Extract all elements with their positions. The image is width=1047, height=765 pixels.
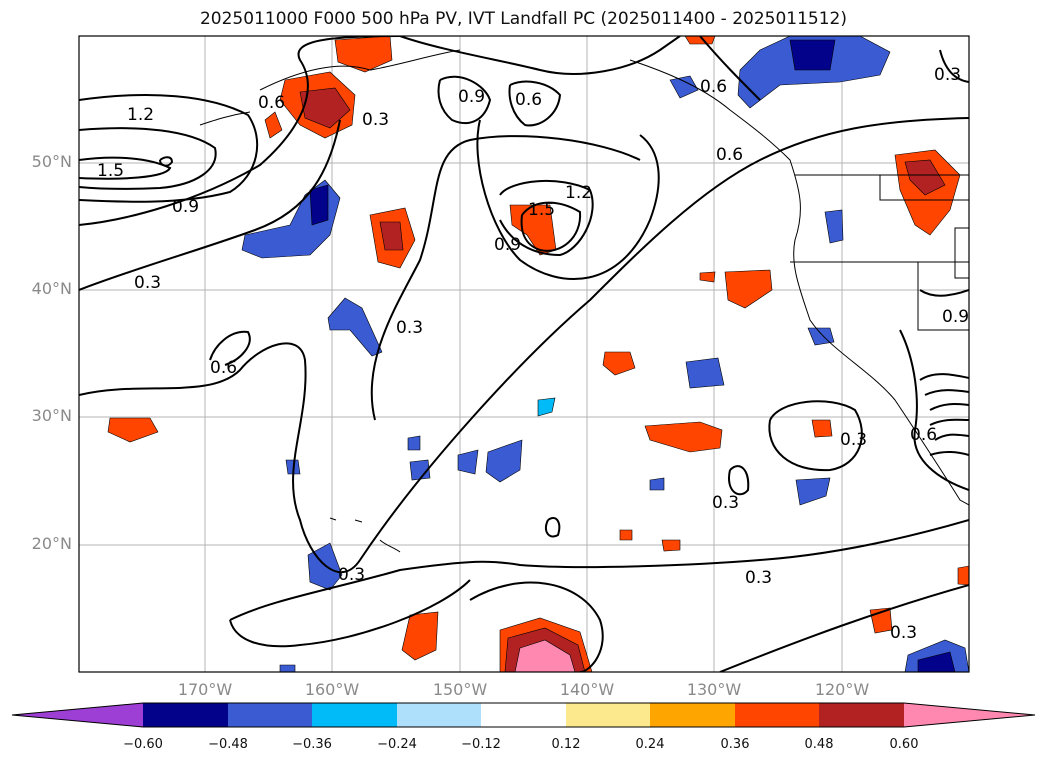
pv-negative-anomalies (241, 36, 969, 672)
lon-label-140w: 140°W (559, 680, 615, 699)
colorbar-tick: −0.60 (123, 737, 163, 752)
ivt-contours (79, 36, 969, 672)
svg-text:0.3: 0.3 (890, 623, 917, 643)
map-title: 2025011000 F000 500 hPa PV, IVT Landfall… (199, 9, 847, 29)
lon-label-160w: 160°W (304, 680, 360, 699)
colorbar-bin-1 (143, 703, 228, 727)
svg-text:0.6: 0.6 (910, 425, 937, 445)
svg-text:0.9: 0.9 (494, 235, 521, 255)
lon-label-120w: 120°W (814, 680, 870, 699)
svg-text:0.9: 0.9 (942, 307, 969, 327)
lat-label-50n: 50°N (31, 152, 72, 171)
colorbar-tick: 0.24 (635, 737, 665, 752)
svg-text:0.6: 0.6 (716, 145, 743, 165)
colorbar-bin-7 (650, 703, 735, 727)
lat-label-30n: 30°N (31, 406, 72, 425)
lat-label-40n: 40°N (31, 279, 72, 298)
svg-text:1.5: 1.5 (97, 161, 124, 181)
svg-text:0.6: 0.6 (258, 93, 285, 113)
coastlines (199, 49, 969, 553)
colorbar-bin-8 (735, 703, 819, 727)
svg-text:0.6: 0.6 (700, 77, 727, 97)
svg-text:1.2: 1.2 (565, 183, 592, 203)
gridlines (79, 36, 969, 672)
colorbar-tick: −0.48 (208, 737, 248, 752)
svg-text:0.3: 0.3 (338, 565, 365, 585)
colorbar-max-extension (904, 703, 1035, 727)
lat-label-20n: 20°N (31, 534, 72, 553)
lon-label-170w: 170°W (177, 680, 233, 699)
svg-text:0.3: 0.3 (362, 110, 389, 130)
colorbar-bin-3 (312, 703, 397, 727)
lon-label-150w: 150°W (432, 680, 488, 699)
svg-text:0.6: 0.6 (515, 90, 542, 110)
colorbar-tick: −0.36 (292, 737, 332, 752)
svg-text:0.3: 0.3 (134, 273, 161, 293)
colorbar-bin-4 (397, 703, 481, 727)
svg-text:0.9: 0.9 (172, 197, 199, 217)
svg-text:0.6: 0.6 (210, 358, 237, 378)
lon-label-130w: 130°W (686, 680, 742, 699)
pv-positive-anomalies (107, 36, 969, 672)
svg-text:0.3: 0.3 (745, 568, 772, 588)
colorbar-tick: 0.12 (551, 737, 581, 752)
colorbar-tick: 0.36 (720, 737, 750, 752)
svg-text:1.5: 1.5 (528, 200, 555, 220)
colorbar-min-extension (12, 703, 143, 727)
svg-text:0.3: 0.3 (712, 493, 739, 513)
contour-labels: 1.2 1.5 0.9 0.3 0.6 0.3 0.6 0.9 0.6 1.2 … (97, 65, 969, 643)
svg-text:0.3: 0.3 (934, 65, 961, 85)
map-frame (78, 35, 970, 673)
colorbar-tick: 0.60 (889, 737, 919, 752)
colorbar-tick: −0.24 (377, 737, 417, 752)
colorbar-bin-2 (228, 703, 312, 727)
colorbar-bin-6 (566, 703, 650, 727)
colorbar-tick: −0.12 (461, 737, 501, 752)
svg-text:1.2: 1.2 (127, 105, 154, 125)
map-panel: 1.2 1.5 0.9 0.3 0.6 0.3 0.6 0.9 0.6 1.2 … (78, 35, 970, 673)
svg-text:0.9: 0.9 (458, 87, 485, 107)
svg-text:0.3: 0.3 (396, 318, 423, 338)
colorbar-bin-9 (819, 703, 904, 727)
svg-text:0.3: 0.3 (840, 430, 867, 450)
colorbar-tick: 0.48 (804, 737, 834, 752)
colorbar-bin-5 (481, 703, 566, 727)
